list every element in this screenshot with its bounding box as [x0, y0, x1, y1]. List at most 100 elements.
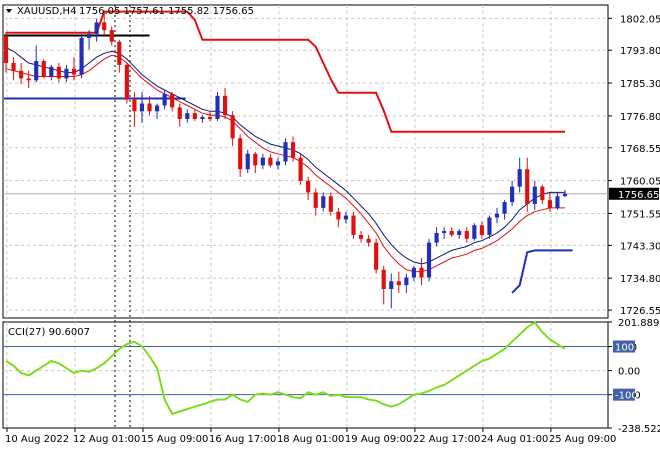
- candle[interactable]: [64, 64, 69, 83]
- candle[interactable]: [306, 176, 311, 201]
- candle[interactable]: [298, 153, 303, 185]
- candle[interactable]: [26, 70, 31, 89]
- candle[interactable]: [457, 229, 462, 239]
- candle[interactable]: [56, 62, 61, 83]
- candle[interactable]: [510, 180, 515, 206]
- candle[interactable]: [102, 12, 107, 36]
- candle[interactable]: [532, 180, 537, 210]
- candle[interactable]: [41, 59, 46, 79]
- candle-body: [124, 64, 129, 100]
- candle[interactable]: [449, 227, 454, 237]
- time-axis-label: 15 Aug 09:00: [141, 434, 208, 445]
- candle-body: [487, 217, 492, 235]
- candle[interactable]: [321, 192, 326, 212]
- candle-body: [94, 22, 99, 34]
- candle[interactable]: [434, 227, 439, 247]
- candle[interactable]: [290, 136, 296, 162]
- candle[interactable]: [19, 62, 24, 85]
- candle[interactable]: [343, 211, 349, 224]
- candle[interactable]: [472, 223, 477, 241]
- candle[interactable]: [215, 91, 220, 121]
- candle[interactable]: [124, 62, 129, 104]
- cci-title: CCI(27) 90.6007: [8, 327, 90, 338]
- candle[interactable]: [71, 57, 77, 81]
- candle[interactable]: [275, 157, 281, 170]
- candle[interactable]: [426, 238, 432, 282]
- candle[interactable]: [351, 211, 356, 239]
- candle[interactable]: [253, 151, 258, 174]
- candle[interactable]: [162, 90, 167, 110]
- candle-body: [449, 231, 454, 235]
- time-axis-label: 25 Aug 09:00: [549, 434, 616, 445]
- candle[interactable]: [389, 273, 394, 309]
- candle-body: [472, 225, 477, 239]
- candle[interactable]: [366, 234, 371, 247]
- candle[interactable]: [525, 157, 530, 212]
- candle[interactable]: [479, 221, 484, 239]
- candle[interactable]: [170, 91, 175, 112]
- candle[interactable]: [94, 18, 99, 42]
- candle[interactable]: [49, 64, 54, 81]
- candle-body: [555, 196, 560, 208]
- candle-body: [268, 157, 273, 166]
- candle[interactable]: [177, 103, 182, 127]
- candle-body: [192, 113, 197, 119]
- candle[interactable]: [381, 265, 386, 305]
- candle-body: [200, 117, 205, 119]
- candle[interactable]: [155, 103, 160, 119]
- candle[interactable]: [328, 192, 333, 216]
- candle[interactable]: [34, 45, 39, 83]
- dropdown-triangle-icon[interactable]: [6, 9, 12, 13]
- candle[interactable]: [487, 215, 492, 239]
- candle[interactable]: [517, 157, 522, 193]
- cci-panel[interactable]: [3, 321, 608, 416]
- candle[interactable]: [3, 32, 9, 73]
- price-panel-frame: [2, 4, 609, 319]
- candle[interactable]: [358, 231, 364, 243]
- candle[interactable]: [109, 26, 114, 46]
- candle[interactable]: [562, 190, 568, 197]
- candle[interactable]: [222, 88, 228, 119]
- candle[interactable]: [185, 109, 190, 123]
- candle[interactable]: [245, 149, 250, 174]
- price-axis-label: 1726.55: [620, 306, 660, 317]
- candle[interactable]: [11, 57, 16, 81]
- candle[interactable]: [464, 227, 469, 243]
- candle[interactable]: [442, 227, 447, 239]
- candle[interactable]: [374, 238, 379, 274]
- candle[interactable]: [494, 207, 500, 224]
- candle[interactable]: [396, 271, 401, 293]
- candle[interactable]: [547, 192, 552, 212]
- candle[interactable]: [404, 273, 409, 293]
- candle[interactable]: [411, 265, 416, 282]
- candle[interactable]: [87, 30, 92, 50]
- candle[interactable]: [207, 111, 213, 121]
- price-panel[interactable]: [3, 10, 608, 309]
- candle[interactable]: [132, 91, 137, 127]
- candle[interactable]: [419, 258, 424, 286]
- candle[interactable]: [192, 109, 197, 121]
- candle-body: [132, 99, 137, 112]
- candle[interactable]: [147, 95, 152, 116]
- candle[interactable]: [555, 192, 560, 210]
- candle[interactable]: [260, 153, 265, 170]
- time-axis-label: 18 Aug 01:00: [277, 434, 344, 445]
- candle[interactable]: [79, 33, 84, 79]
- candle-body: [102, 22, 107, 31]
- axes: 1802.05 1793.80 1785.30 1776.80 1768.55 1760.…: [5, 14, 660, 445]
- candle-body: [351, 215, 356, 235]
- candle[interactable]: [313, 188, 318, 216]
- candle[interactable]: [230, 111, 235, 147]
- price-axis-label: 1734.80: [620, 274, 660, 285]
- candle[interactable]: [238, 134, 243, 177]
- candle[interactable]: [268, 153, 273, 168]
- candle[interactable]: [117, 39, 122, 73]
- candle[interactable]: [139, 91, 145, 123]
- candle[interactable]: [540, 184, 545, 205]
- candle[interactable]: [200, 115, 205, 123]
- candle[interactable]: [336, 207, 341, 228]
- candle[interactable]: [283, 138, 288, 166]
- candle[interactable]: [502, 200, 507, 220]
